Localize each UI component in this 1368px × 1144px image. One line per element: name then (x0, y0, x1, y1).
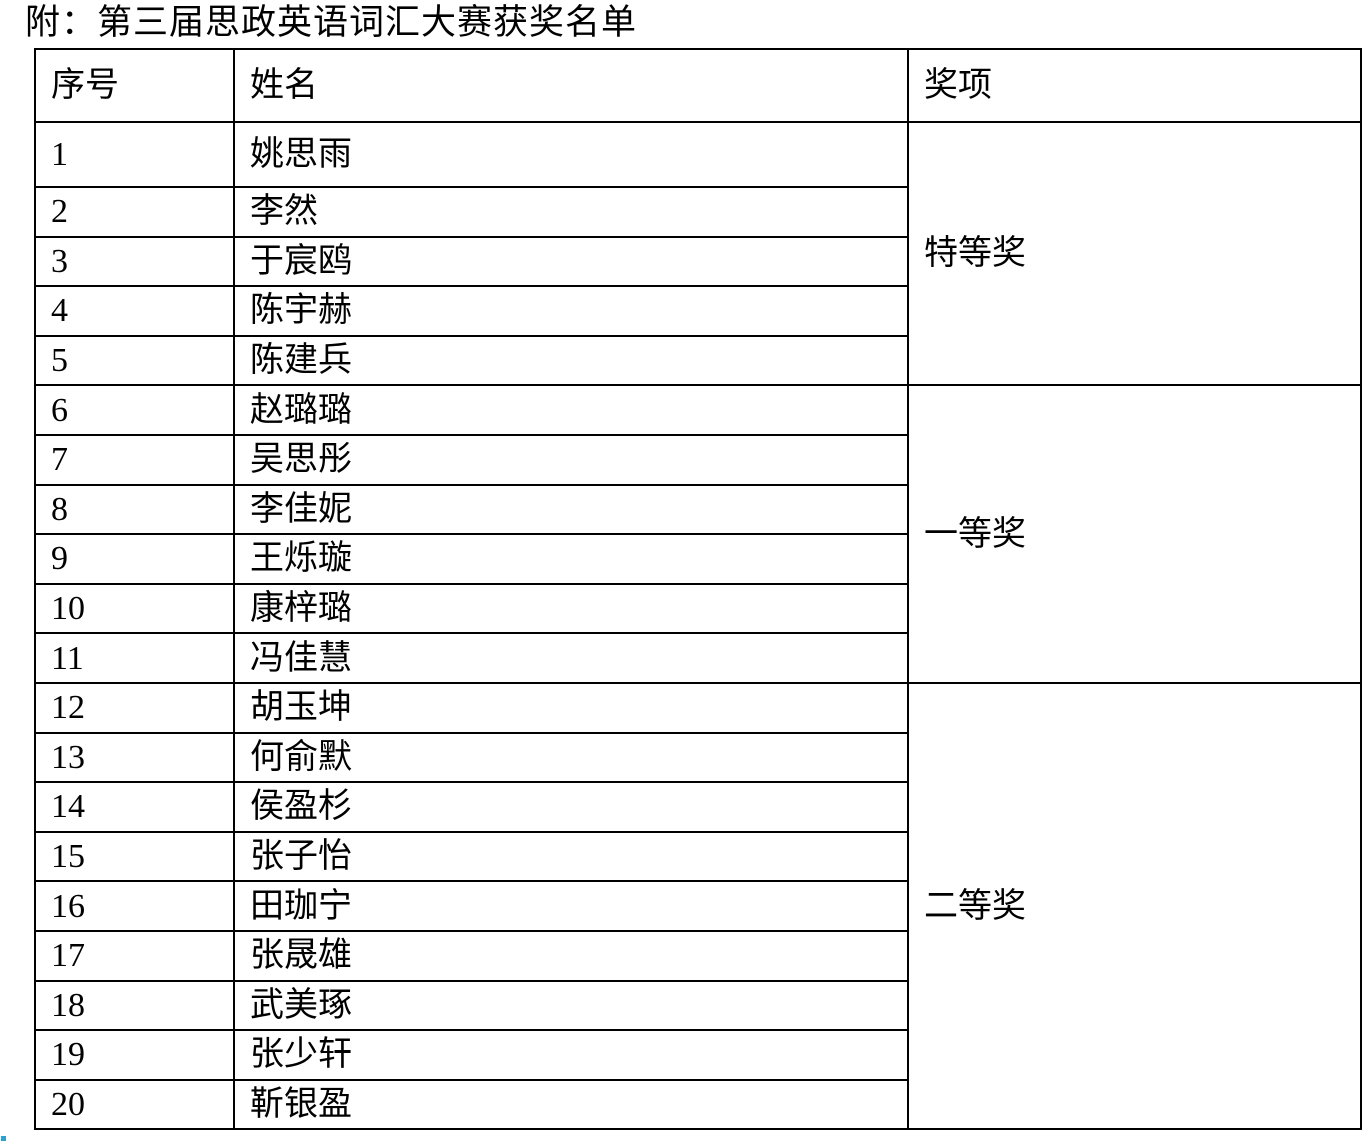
page-title: 附：第三届思政英语词汇大赛获奖名单 (25, 3, 638, 42)
row-no: 12 (34, 681, 235, 734)
award-cell-special: 特等奖 (907, 120, 1362, 387)
header-award: 奖项 (907, 48, 1362, 123)
row-no: 6 (34, 384, 235, 436)
award-cell-second: 二等奖 (907, 681, 1362, 1131)
table-row: 2 李然 (34, 186, 1361, 238)
row-name: 吴思彤 (233, 433, 909, 486)
table-row: 10 康梓璐 (34, 582, 1361, 635)
table-row: 18 武美琢 (34, 979, 1361, 1032)
row-name: 于宸鸥 (233, 235, 909, 288)
table-row: 16 田珈宁 (34, 880, 1361, 932)
row-name: 张子怡 (233, 830, 909, 883)
row-no: 9 (34, 533, 235, 585)
row-name: 侯盈杉 (233, 781, 909, 833)
row-no: 11 (34, 632, 235, 684)
table-row: 6 赵璐璐 一等奖 (34, 384, 1362, 684)
row-name: 胡玉坤 (233, 681, 909, 734)
row-name: 赵璐璐 (233, 384, 909, 436)
row-no: 3 (34, 235, 235, 288)
row-no: 5 (34, 334, 235, 387)
table-row: 17 张晟雄 (34, 929, 1361, 982)
row-no: 19 (34, 1029, 235, 1081)
row-no: 16 (34, 880, 235, 932)
row-name: 武美琢 (233, 979, 909, 1032)
table-row: 20 靳银盈 (34, 1078, 1361, 1131)
row-no: 17 (34, 929, 235, 982)
table-row: 12 胡玉坤 二等奖 (34, 681, 1362, 1131)
row-name: 何俞默 (233, 731, 909, 784)
row-name: 张少轩 (233, 1029, 909, 1081)
table-row: 1 姚思雨 特等奖 (34, 120, 1362, 387)
row-name: 靳银盈 (233, 1078, 909, 1131)
row-no: 4 (34, 285, 235, 337)
row-no: 8 (34, 483, 235, 536)
row-no: 7 (34, 433, 235, 486)
table-header-row: 序号 姓名 奖项 (34, 48, 1362, 123)
table-row: 3 于宸鸥 (34, 235, 1361, 288)
row-name: 李佳妮 (233, 483, 909, 536)
row-name: 张晟雄 (233, 929, 909, 982)
row-name: 康梓璐 (233, 582, 909, 635)
header-name: 姓名 (233, 48, 909, 123)
table-row: 8 李佳妮 (34, 483, 1361, 536)
table-row: 11 冯佳慧 (34, 632, 1361, 684)
row-name: 陈宇赫 (233, 285, 909, 337)
row-name: 李然 (233, 186, 909, 238)
row-no: 2 (34, 186, 235, 238)
row-no: 14 (34, 781, 235, 833)
row-no: 10 (34, 582, 235, 635)
table-row: 7 吴思彤 (34, 433, 1361, 486)
row-name: 冯佳慧 (233, 632, 909, 684)
table-row: 9 王烁璇 (34, 533, 1361, 585)
row-name: 田珈宁 (233, 880, 909, 932)
row-no: 18 (34, 979, 235, 1032)
row-no: 13 (34, 731, 235, 784)
row-no: 20 (34, 1078, 235, 1131)
scan-artifact-dot (1, 1136, 6, 1141)
row-no: 1 (34, 121, 235, 188)
table-row: 15 张子怡 (34, 830, 1361, 883)
header-no: 序号 (34, 48, 235, 123)
award-cell-first: 一等奖 (907, 384, 1362, 684)
table-row: 19 张少轩 (34, 1029, 1361, 1081)
award-table: 序号 姓名 奖项 1 姚思雨 特等奖 2 李然 3 于宸鸥 4 陈宇赫 (34, 48, 1362, 1131)
row-no: 15 (34, 830, 235, 883)
row-name: 陈建兵 (233, 334, 909, 387)
table-row: 14 侯盈杉 (34, 781, 1361, 833)
row-name: 姚思雨 (233, 121, 909, 188)
table-row: 13 何俞默 (34, 731, 1361, 784)
table-row: 4 陈宇赫 (34, 285, 1361, 337)
table-row: 5 陈建兵 (34, 334, 1361, 387)
row-name: 王烁璇 (233, 533, 909, 585)
